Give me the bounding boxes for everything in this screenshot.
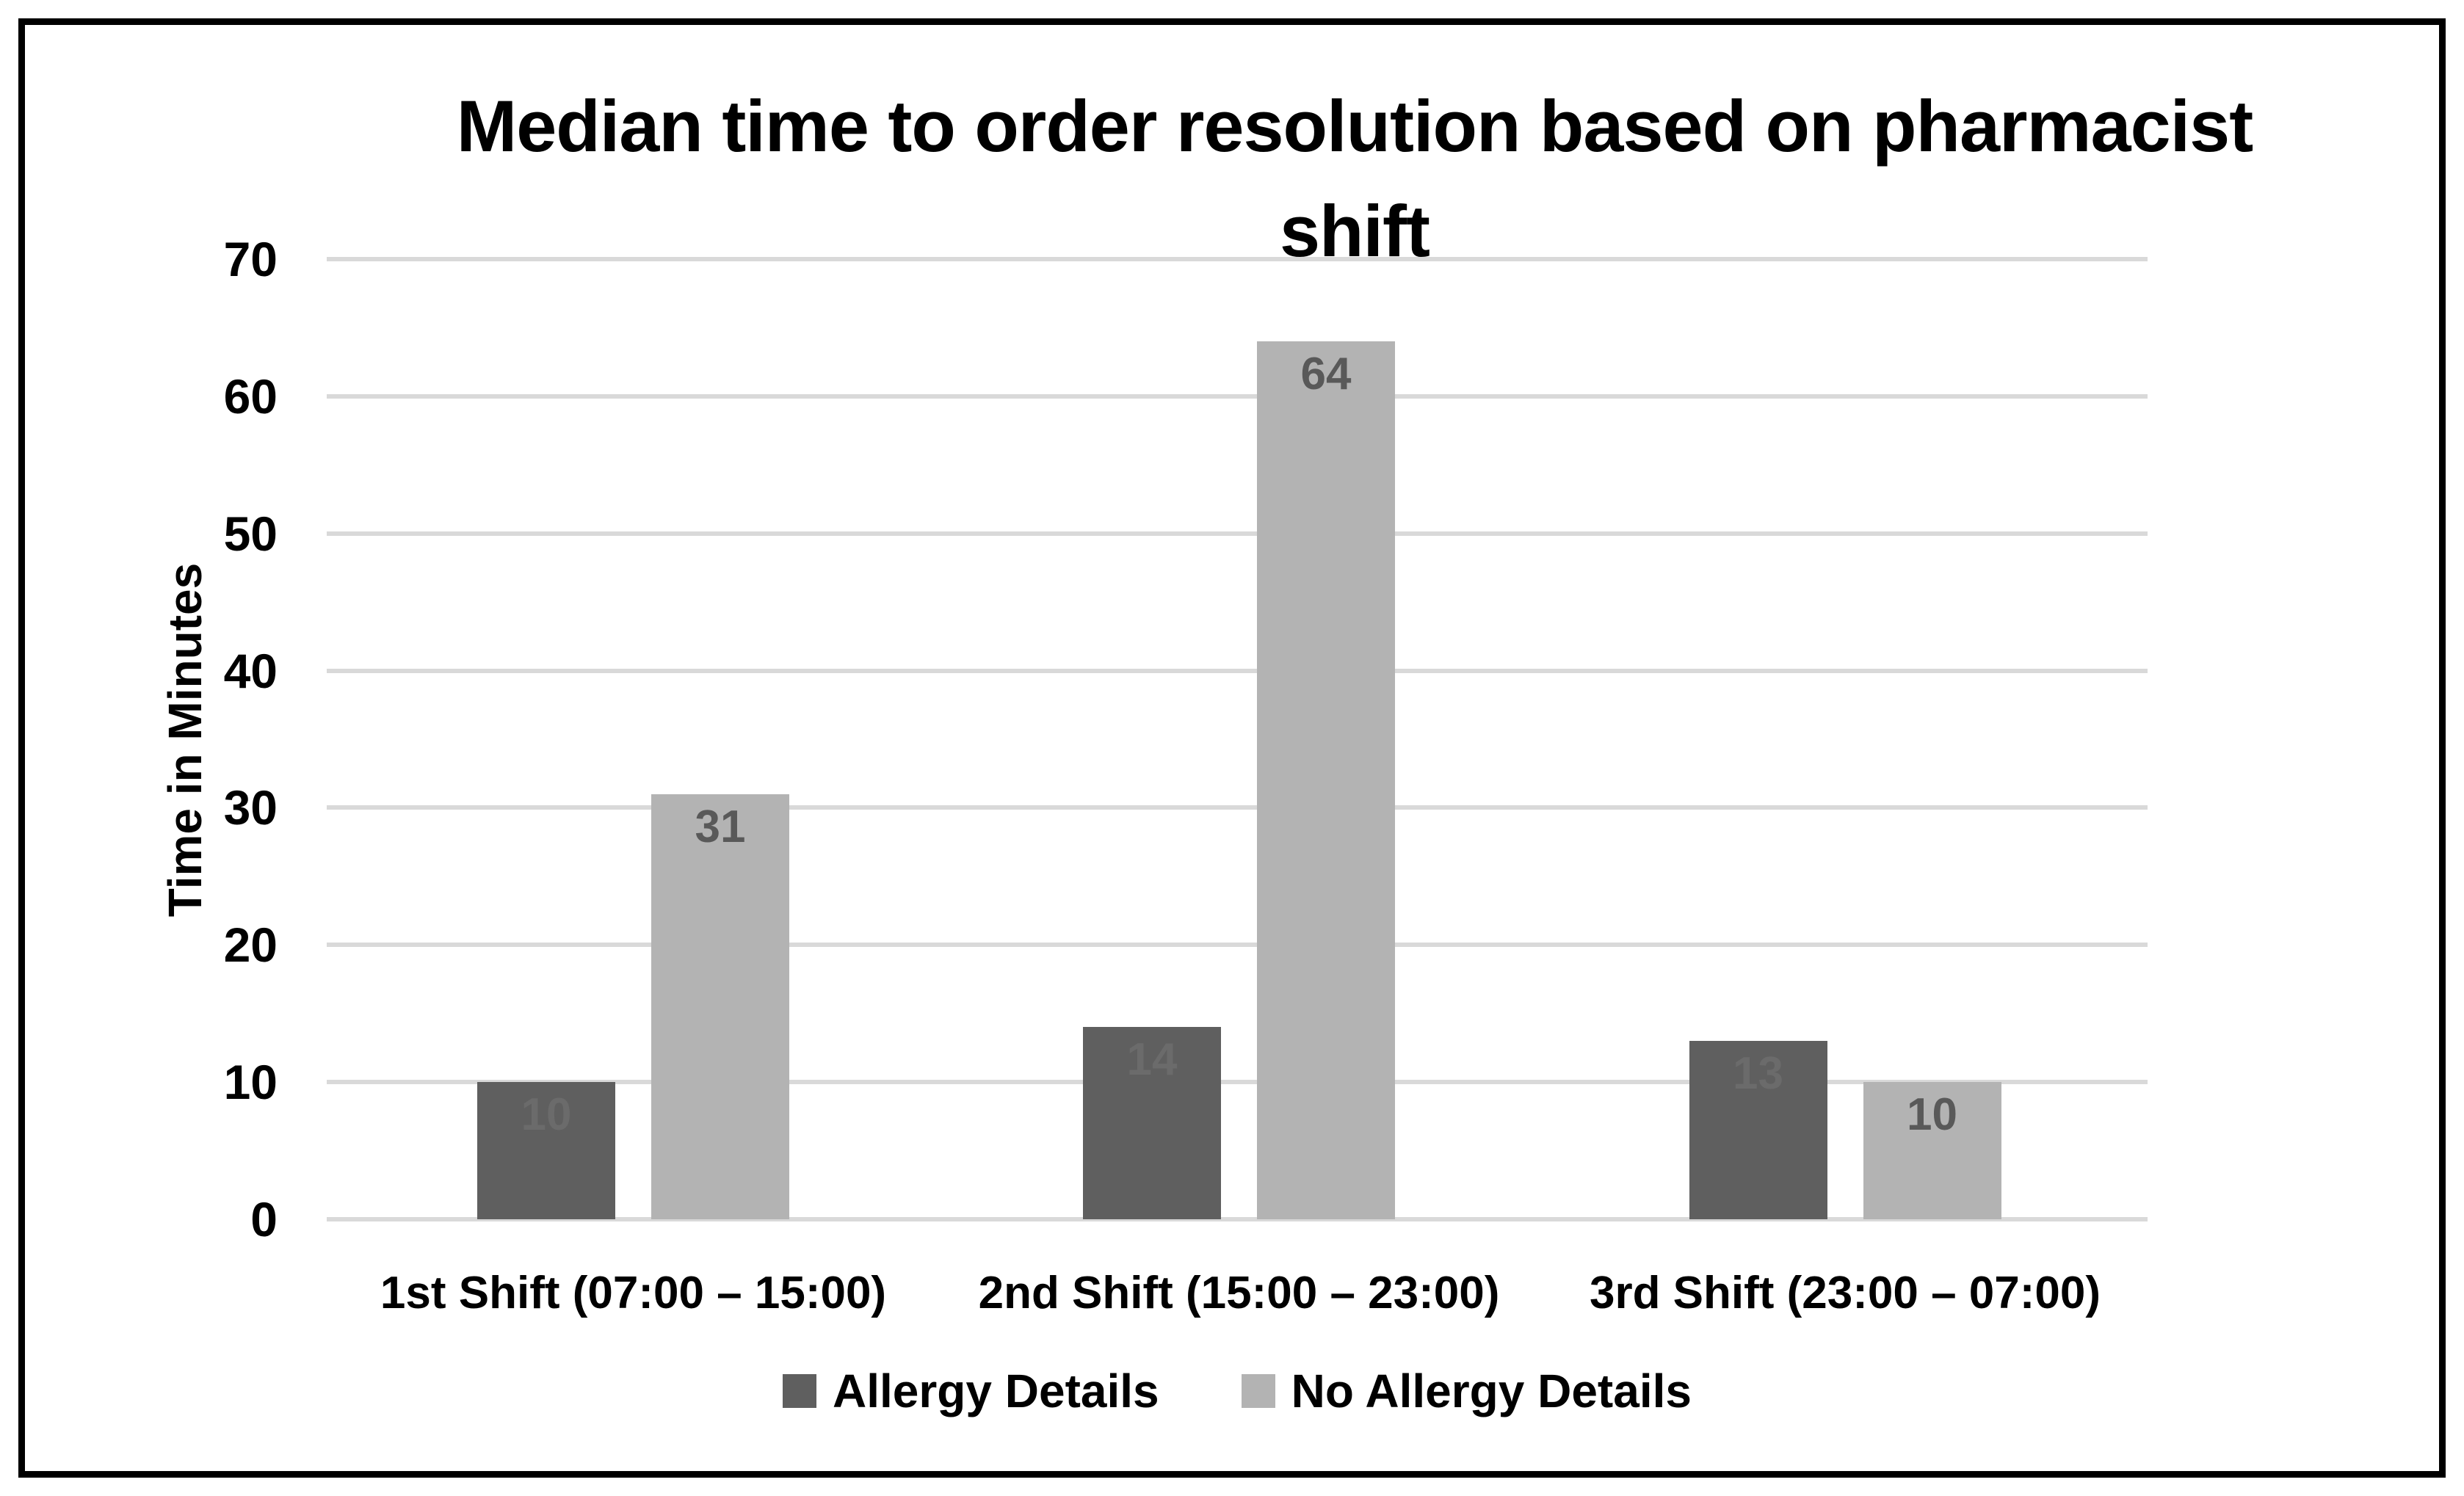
bar-allergy-details-group2 bbox=[1083, 1027, 1221, 1219]
y-tick-label-20: 20 bbox=[223, 918, 278, 973]
y-tick-label-30: 30 bbox=[223, 780, 278, 835]
bar-allergy-details-group1 bbox=[477, 1082, 615, 1219]
y-tick-label-70: 70 bbox=[223, 232, 278, 286]
legend-swatch-no-allergy-details bbox=[1241, 1374, 1275, 1408]
y-tick-label-50: 50 bbox=[223, 506, 278, 561]
legend-swatch-allergy-details bbox=[783, 1374, 817, 1408]
x-axis-line bbox=[327, 1217, 2148, 1221]
y-tick-label-0: 0 bbox=[250, 1192, 278, 1246]
bar-no-allergy-details-group1 bbox=[651, 794, 789, 1219]
gridline-50 bbox=[327, 531, 2148, 536]
legend-item-no-allergy-details: No Allergy Details bbox=[1241, 1364, 1692, 1418]
chart-title-line-2: shift bbox=[1280, 190, 1430, 272]
x-axis-label-group2: 2nd Shift (15:00 – 23:00) bbox=[978, 1268, 1500, 1318]
legend-label-no-allergy-details: No Allergy Details bbox=[1291, 1365, 1692, 1417]
data-label-no-allergy-details-group1: 31 bbox=[695, 801, 746, 852]
data-label-allergy-details-group3: 13 bbox=[1733, 1048, 1783, 1100]
x-axis-label-group1: 1st Shift (07:00 – 15:00) bbox=[380, 1268, 887, 1318]
data-label-allergy-details-group2: 14 bbox=[1126, 1034, 1178, 1086]
y-tick-label-40: 40 bbox=[223, 643, 278, 698]
chart-title-line-1: Median time to order resolution based on… bbox=[456, 85, 2253, 167]
gridline-70 bbox=[327, 257, 2148, 261]
legend-label-allergy-details: Allergy Details bbox=[833, 1365, 1159, 1417]
gridline-30 bbox=[327, 805, 2148, 810]
chart-border-frame bbox=[18, 18, 2446, 1478]
gridline-10 bbox=[327, 1080, 2148, 1085]
legend-item-allergy-details: Allergy Details bbox=[783, 1364, 1159, 1418]
gridline-40 bbox=[327, 668, 2148, 673]
chart-title: Median time to order resolution based on… bbox=[334, 73, 2375, 283]
legend: Allergy Details No Allergy Details bbox=[327, 1360, 2148, 1422]
bar-no-allergy-details-group3 bbox=[1863, 1082, 2001, 1219]
bar-allergy-details-group3 bbox=[1689, 1041, 1827, 1219]
bar-no-allergy-details-group2 bbox=[1257, 341, 1395, 1219]
gridline-20 bbox=[327, 943, 2148, 948]
data-label-no-allergy-details-group3: 10 bbox=[1907, 1089, 1957, 1141]
gridline-60 bbox=[327, 393, 2148, 399]
data-label-no-allergy-details-group2: 64 bbox=[1300, 349, 1352, 400]
y-tick-label-10: 10 bbox=[223, 1055, 278, 1110]
x-axis-label-group3: 3rd Shift (23:00 – 07:00) bbox=[1589, 1268, 2101, 1318]
y-tick-label-60: 60 bbox=[223, 368, 278, 424]
data-label-allergy-details-group1: 10 bbox=[521, 1089, 572, 1141]
